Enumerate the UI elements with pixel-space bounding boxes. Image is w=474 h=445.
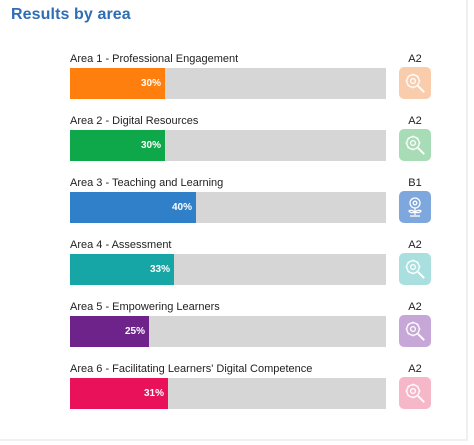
percent-label: 30% — [140, 140, 161, 151]
area-row: Area 4 - Assessment 33% A2 — [0, 239, 474, 301]
results-panel: Results by area — [0, 0, 468, 441]
proficiency-level: B1 — [408, 177, 422, 189]
area-label: Area 1 - Professional Engagement — [70, 53, 239, 65]
gear-magnifier-icon — [399, 67, 431, 99]
gear-magnifier-icon — [399, 377, 431, 409]
percent-label: 31% — [143, 388, 164, 399]
area-row: Area 2 - Digital Resources 30% A2 — [0, 115, 474, 177]
progress-track: 30% — [70, 130, 386, 161]
progress-fill: 25% — [70, 316, 149, 347]
progress-fill: 40% — [70, 192, 196, 223]
percent-label: 33% — [149, 264, 170, 275]
progress-track: 33% — [70, 254, 386, 285]
gear-magnifier-icon — [399, 129, 431, 161]
proficiency-level: A2 — [408, 363, 422, 375]
proficiency-level: A2 — [408, 115, 422, 127]
area-label: Area 6 - Facilitating Learners' Digital … — [70, 363, 313, 375]
area-row: Area 3 - Teaching and Learning 40% B1 — [0, 177, 474, 239]
area-row: Area 1 - Professional Engagement 30% A2 — [0, 53, 474, 115]
gear-plant-icon — [399, 191, 431, 223]
area-label: Area 5 - Empowering Learners — [70, 301, 220, 313]
progress-fill: 30% — [70, 130, 165, 161]
progress-track: 31% — [70, 378, 386, 409]
percent-label: 30% — [140, 78, 161, 89]
area-row: Area 6 - Facilitating Learners' Digital … — [0, 363, 474, 425]
percent-label: 25% — [124, 326, 145, 337]
progress-fill: 31% — [70, 378, 168, 409]
gear-magnifier-icon — [399, 253, 431, 285]
progress-fill: 30% — [70, 68, 165, 99]
progress-track: 25% — [70, 316, 386, 347]
area-label: Area 4 - Assessment — [70, 239, 172, 251]
proficiency-level: A2 — [408, 239, 422, 251]
progress-track: 40% — [70, 192, 386, 223]
percent-label: 40% — [171, 202, 192, 213]
proficiency-level: A2 — [408, 53, 422, 65]
area-row: Area 5 - Empowering Learners 25% A2 — [0, 301, 474, 363]
gear-magnifier-icon — [399, 315, 431, 347]
page-title: Results by area — [11, 6, 131, 23]
progress-fill: 33% — [70, 254, 174, 285]
progress-track: 30% — [70, 68, 386, 99]
area-label: Area 3 - Teaching and Learning — [70, 177, 224, 189]
area-label: Area 2 - Digital Resources — [70, 115, 199, 127]
proficiency-level: A2 — [408, 301, 422, 313]
